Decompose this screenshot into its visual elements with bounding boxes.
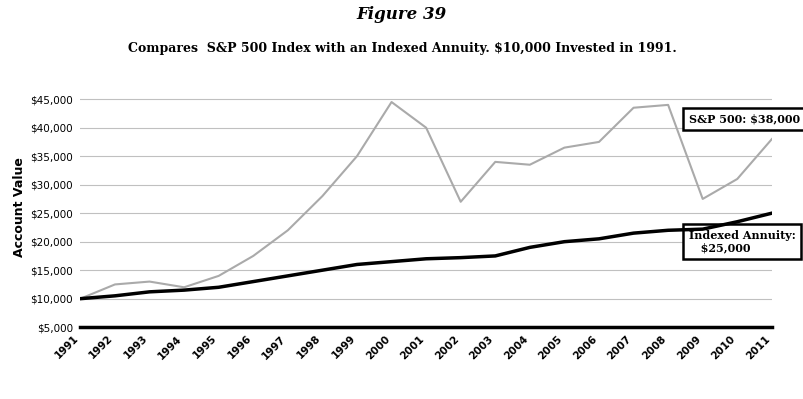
Text: Compares  S&P 500 Index with an Indexed Annuity. $10,000 Invested in 1991.: Compares S&P 500 Index with an Indexed A… [128, 42, 675, 55]
Text: S&P 500: $38,000: S&P 500: $38,000 [688, 114, 799, 124]
Text: Indexed Annuity:
   $25,000: Indexed Annuity: $25,000 [688, 230, 795, 254]
Y-axis label: Account Value: Account Value [13, 158, 26, 257]
Text: Figure 39: Figure 39 [357, 6, 446, 23]
